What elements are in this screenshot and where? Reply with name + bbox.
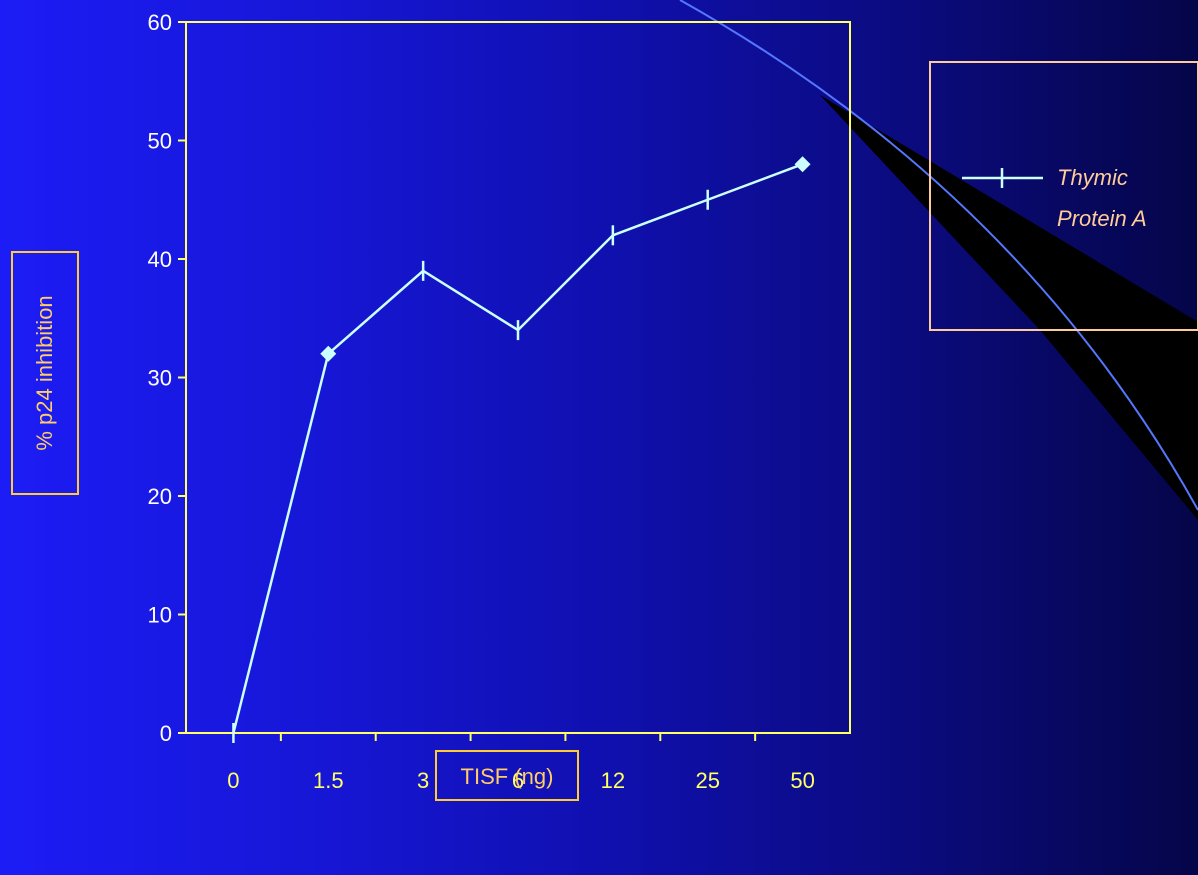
decorative-arc xyxy=(679,0,1198,511)
x-tick-label: 0 xyxy=(227,768,239,793)
y-tick-label: 30 xyxy=(148,366,172,391)
data-point xyxy=(320,345,337,362)
data-point xyxy=(794,156,811,173)
legend-entry-label: Thymic Protein A xyxy=(1057,165,1147,231)
y-tick-label: 20 xyxy=(148,484,172,509)
x-axis-label-box xyxy=(435,750,579,801)
plot-area xyxy=(185,21,851,734)
y-axis-label-box xyxy=(11,251,79,495)
x-tick-label: 3 xyxy=(417,768,429,793)
y-axis-label: % p24 inhibition xyxy=(32,295,57,450)
y-tick-label: 40 xyxy=(148,247,172,272)
y-tick-label: 10 xyxy=(148,603,172,628)
x-tick-label: 6 xyxy=(512,768,524,793)
y-tick-label: 60 xyxy=(148,10,172,35)
legend: Thymic Protein A xyxy=(929,61,1198,331)
decorative-wedge xyxy=(820,95,1198,520)
y-tick-label: 0 xyxy=(160,721,172,746)
x-tick-label: 12 xyxy=(601,768,625,793)
x-tick-label: 25 xyxy=(695,768,719,793)
y-tick-label: 50 xyxy=(148,129,172,154)
x-tick-label: 50 xyxy=(790,768,814,793)
x-tick-label: 1.5 xyxy=(313,768,344,793)
x-axis-label: TISF (ng) xyxy=(461,764,554,789)
legend-box xyxy=(929,61,1198,331)
series-line xyxy=(232,163,804,734)
